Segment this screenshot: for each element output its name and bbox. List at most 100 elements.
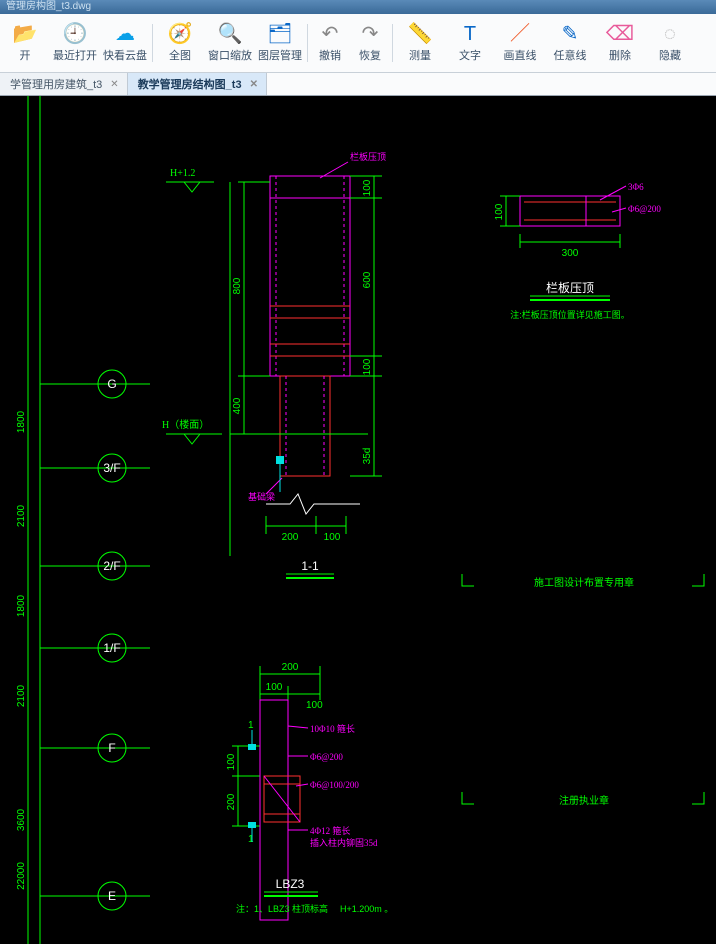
stamp-2: 注册执业章 (559, 794, 609, 807)
dim-400: 400 (232, 397, 243, 414)
cad-drawing-svg: G 3/F 2/F 1/F F E 1800210018002100360022… (0, 96, 716, 944)
dim-100-r: 100 (494, 203, 505, 220)
tab-2-close-icon[interactable]: ✕ (250, 79, 258, 90)
dim-800: 800 (232, 277, 243, 294)
bar-f6-200: Φ6@200 (628, 204, 661, 214)
window-zoom-btn[interactable]: 🔍 窗口缩放 (205, 18, 255, 68)
axis-dim-22000: 22000 (16, 862, 27, 890)
redo-btn-icon: ↷ (362, 23, 379, 47)
axis-1/F: 1/F (40, 634, 150, 662)
tab-1[interactable]: 学管理用房建筑_t3 ✕ (0, 73, 128, 95)
open-btn[interactable]: 📂 开 (0, 18, 50, 68)
section-1-1: H+1.2 H（楼面） 800 (162, 151, 386, 578)
note-top: 栏板压顶 (350, 151, 386, 162)
tab-1-label: 学管理用房建筑_t3 (10, 76, 102, 92)
lbz3-title: LBZ3 (276, 877, 305, 891)
axis-E: E (40, 882, 150, 910)
cloud-btn-label: 快看云盘 (103, 47, 147, 63)
stamp-1: 施工图设计布置专用章 (534, 576, 634, 589)
lbz-dim200: 200 (282, 662, 299, 673)
redo-btn-label: 恢复 (359, 47, 381, 63)
undo-btn[interactable]: ↶ 撤销 (310, 18, 350, 68)
svg-text:2/F: 2/F (103, 559, 120, 573)
layer-btn[interactable]: 🗂 图层管理 (255, 18, 305, 68)
axis-dim-2100: 2100 (16, 504, 27, 527)
hide-btn-label: 隐藏 (659, 47, 681, 63)
lbz-bar-6200: Φ6@200 (310, 752, 343, 762)
bar-3f6: 3Φ6 (628, 182, 644, 192)
axis-F: F (40, 734, 150, 762)
dim-35d: 35d (362, 448, 373, 465)
freeline-btn-label: 任意线 (554, 47, 587, 63)
hide-btn[interactable]: ◌ 隐藏 (645, 18, 695, 68)
open-btn-label: 开 (20, 47, 31, 63)
measure-btn[interactable]: 📏 测量 (395, 18, 445, 68)
hide-btn-icon: ◌ (664, 23, 676, 47)
lbz-bar-35d: 插入柱内铆固35d (310, 837, 378, 848)
freeline-btn[interactable]: ✎ 任意线 (545, 18, 595, 68)
detail-note: 注:栏板压顶位置详见施工图。 (510, 309, 630, 320)
window-zoom-btn-label: 窗口缩放 (208, 47, 252, 63)
window-title: 管理房构图_t3.dwg (6, 1, 91, 12)
axis-dim-2100: 2100 (16, 684, 27, 707)
axis-2/F: 2/F (40, 552, 150, 580)
axis-3/F: 3/F (40, 454, 150, 482)
dim-100m: 100 (362, 358, 373, 375)
delete-btn-icon: ⌫ (606, 23, 634, 47)
recent-btn-label: 最近打开 (53, 47, 97, 63)
tab-2-label: 教学管理房结构图_t3 (138, 76, 242, 92)
full-btn[interactable]: 🧭 全图 (155, 18, 205, 68)
window-titlebar: 管理房构图_t3.dwg (0, 0, 716, 14)
svg-text:G: G (107, 377, 116, 391)
svg-text:E: E (108, 889, 116, 903)
undo-btn-label: 撤销 (319, 47, 341, 63)
cad-canvas[interactable]: G 3/F 2/F 1/F F E 1800210018002100360022… (0, 96, 716, 944)
recent-btn[interactable]: 🕘 最近打开 (50, 18, 100, 68)
line-btn[interactable]: ／ 画直线 (495, 18, 545, 68)
redo-btn[interactable]: ↷ 恢复 (350, 18, 390, 68)
delete-btn[interactable]: ⌫ 删除 (595, 18, 645, 68)
stamp-marks: 施工图设计布置专用章 注册执业章 (462, 574, 704, 807)
full-btn-label: 全图 (169, 47, 191, 63)
note-bot: 基础梁 (248, 491, 275, 502)
level-top-label: H+1.2 (170, 168, 195, 179)
open-btn-icon: 📂 (13, 23, 38, 47)
level-floor-label: H（楼面） (162, 418, 209, 431)
document-tabbar: 学管理用房建筑_t3 ✕教学管理房结构图_t3 ✕ (0, 73, 716, 96)
layer-btn-icon: 🗂 (267, 23, 292, 47)
text-btn-label: 文字 (459, 47, 481, 63)
svg-text:3/F: 3/F (103, 461, 120, 475)
detail-title: 栏板压顶 (546, 280, 594, 295)
lbz-dim200v: 200 (226, 793, 237, 810)
lbz-dim100v: 100 (226, 753, 237, 770)
axis-dim-1800: 1800 (16, 594, 27, 617)
dim-100t: 100 (362, 179, 373, 196)
line-btn-icon: ／ (510, 23, 530, 47)
dim-200: 200 (282, 532, 299, 543)
detail-lbz3: 200 100 100 100 200 1 1 10Φ10 箍长 Φ6@200 … (226, 662, 393, 920)
lbz-mark-1b: 1 (248, 834, 254, 845)
measure-btn-icon: 📏 (408, 23, 433, 47)
tab-2[interactable]: 教学管理房结构图_t3 ✕ (128, 73, 267, 95)
section-1-1-title: 1-1 (301, 559, 319, 573)
axis-dim-1800: 1800 (16, 410, 27, 433)
delete-btn-label: 删除 (609, 47, 631, 63)
lbz3-note2: H+1.200m 。 (340, 904, 393, 914)
line-btn-label: 画直线 (504, 47, 537, 63)
dim-100: 100 (324, 532, 341, 543)
svg-text:1/F: 1/F (103, 641, 120, 655)
lbz-bar-412: 4Φ12 箍长 (310, 825, 350, 836)
measure-btn-label: 测量 (409, 47, 431, 63)
text-btn[interactable]: T 文字 (445, 18, 495, 68)
cloud-btn[interactable]: ☁ 快看云盘 (100, 18, 150, 68)
dim-600: 600 (362, 271, 373, 288)
axis-G: G (40, 370, 150, 398)
full-btn-icon: 🧭 (168, 23, 193, 47)
recent-btn-icon: 🕘 (63, 23, 88, 47)
lbz-dim100b: 100 (306, 700, 323, 711)
tab-1-close-icon[interactable]: ✕ (110, 79, 118, 90)
window-zoom-btn-icon: 🔍 (218, 23, 243, 47)
freeline-btn-icon: ✎ (562, 23, 579, 47)
detail-railing-top: 100 300 3Φ6 Φ6@200 栏板压顶 注:栏板压顶位置详见施工图。 (494, 182, 661, 320)
axis-grid: G 3/F 2/F 1/F F E 1800210018002100360022… (16, 96, 150, 944)
